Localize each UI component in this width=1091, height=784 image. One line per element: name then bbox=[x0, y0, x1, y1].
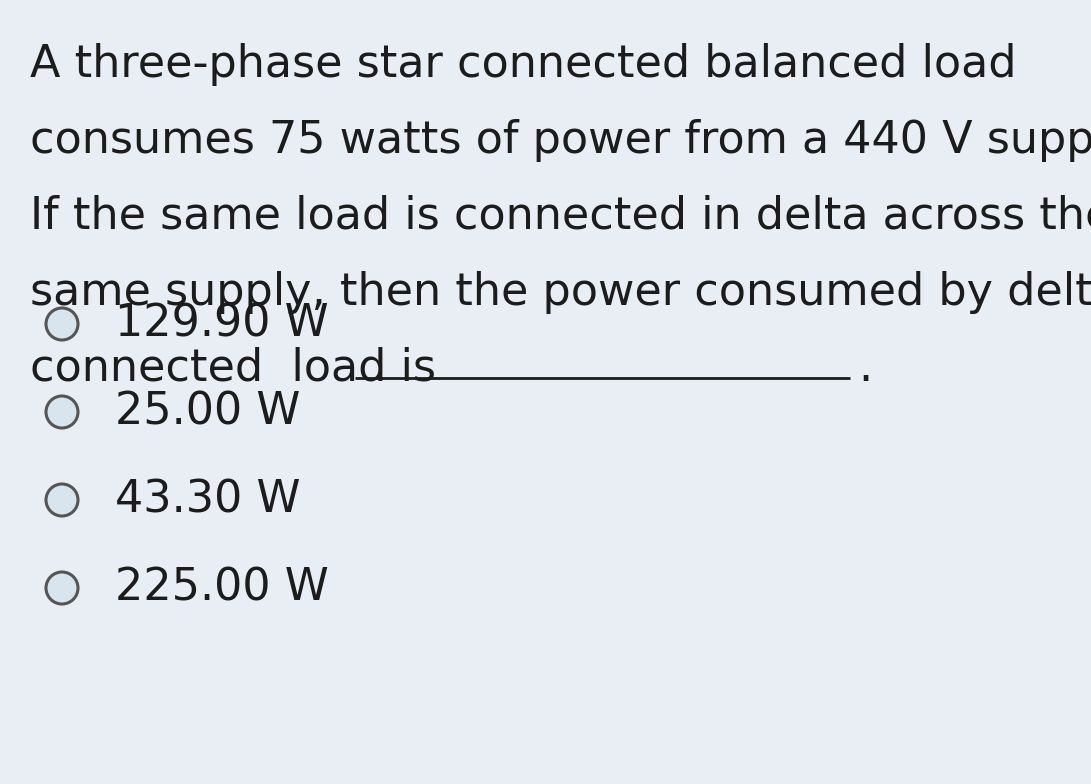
Circle shape bbox=[46, 572, 77, 604]
Text: 25.00 W: 25.00 W bbox=[115, 390, 300, 434]
Text: same supply, then the power consumed by delta: same supply, then the power consumed by … bbox=[29, 270, 1091, 314]
Text: 43.30 W: 43.30 W bbox=[115, 478, 300, 521]
Circle shape bbox=[46, 484, 77, 516]
Text: A three-phase star connected balanced load: A three-phase star connected balanced lo… bbox=[29, 42, 1017, 85]
Text: .: . bbox=[858, 347, 872, 390]
Text: 225.00 W: 225.00 W bbox=[115, 567, 328, 609]
Text: connected  load is: connected load is bbox=[29, 347, 436, 390]
Text: 129.90 W: 129.90 W bbox=[115, 303, 328, 346]
Text: consumes 75 watts of power from a 440 V supply.: consumes 75 watts of power from a 440 V … bbox=[29, 118, 1091, 162]
Circle shape bbox=[46, 396, 77, 428]
Circle shape bbox=[46, 308, 77, 340]
Text: If the same load is connected in delta across the: If the same load is connected in delta a… bbox=[29, 194, 1091, 238]
